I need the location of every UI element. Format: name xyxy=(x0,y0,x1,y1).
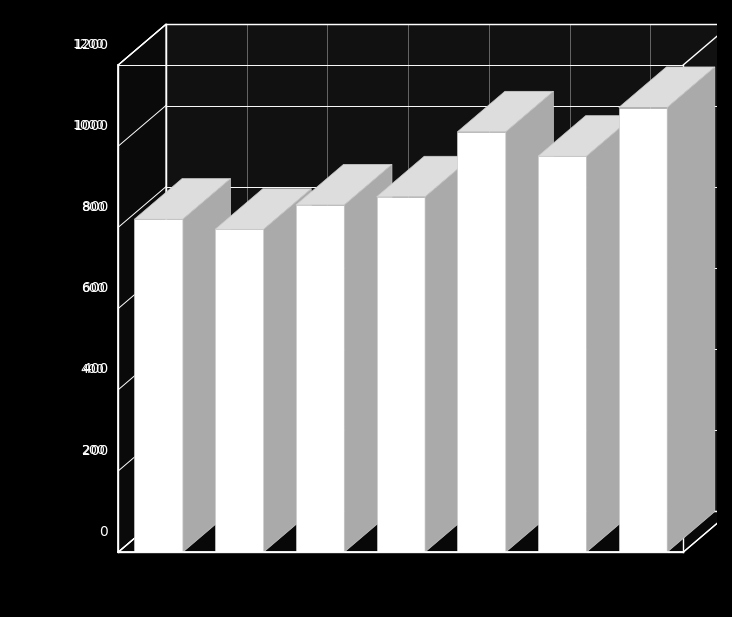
Polygon shape xyxy=(667,67,715,552)
Polygon shape xyxy=(619,107,667,552)
Polygon shape xyxy=(119,511,731,552)
Polygon shape xyxy=(425,156,473,552)
Text: 1200: 1200 xyxy=(73,38,108,52)
Polygon shape xyxy=(296,164,392,205)
Polygon shape xyxy=(538,115,634,156)
Polygon shape xyxy=(166,24,731,511)
Polygon shape xyxy=(135,178,231,219)
Polygon shape xyxy=(119,24,166,552)
Text: 1200: 1200 xyxy=(73,38,105,51)
Polygon shape xyxy=(264,189,311,552)
Polygon shape xyxy=(586,115,634,552)
Text: 400: 400 xyxy=(81,363,105,376)
Polygon shape xyxy=(619,67,715,107)
Text: 600: 600 xyxy=(82,281,108,295)
Polygon shape xyxy=(458,132,506,552)
Text: 600: 600 xyxy=(81,282,105,295)
Polygon shape xyxy=(376,197,425,552)
Text: 1000: 1000 xyxy=(73,119,108,133)
Text: 200: 200 xyxy=(81,444,105,457)
Polygon shape xyxy=(215,189,311,230)
Polygon shape xyxy=(376,156,473,197)
Text: 200: 200 xyxy=(82,444,108,458)
Polygon shape xyxy=(344,164,392,552)
Text: 400: 400 xyxy=(82,362,108,376)
Polygon shape xyxy=(135,219,183,552)
Polygon shape xyxy=(538,156,586,552)
Polygon shape xyxy=(296,205,344,552)
Text: 0: 0 xyxy=(100,525,108,539)
Polygon shape xyxy=(183,178,231,552)
Polygon shape xyxy=(506,91,553,552)
Text: 1000: 1000 xyxy=(72,119,105,132)
Text: 800: 800 xyxy=(82,200,108,214)
Polygon shape xyxy=(458,91,553,132)
Polygon shape xyxy=(215,230,264,552)
Text: 800: 800 xyxy=(81,201,105,213)
